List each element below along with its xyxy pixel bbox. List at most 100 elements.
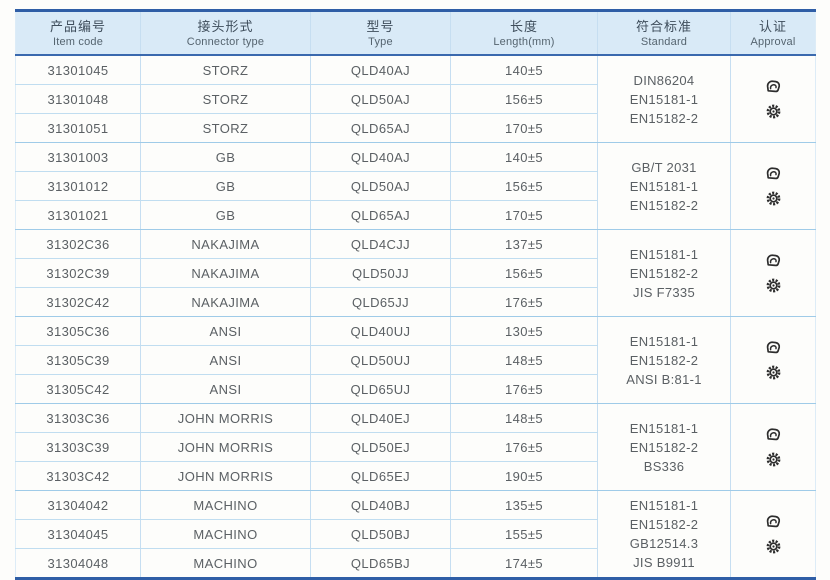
certificate-icon: [764, 79, 782, 95]
column-header-connector-type: 接头形式 Connector type: [140, 10, 311, 56]
item-code-cell: 31302C39: [15, 258, 141, 288]
connector-type-cell: MACHINO: [140, 490, 311, 520]
length-cell: 148±5: [450, 345, 598, 375]
length-cell: 176±5: [450, 432, 598, 462]
table-header-row: 产品编号 Item code 接头形式 Connector type 型号 Type 长度 L…: [15, 10, 816, 56]
standard-line: EN15181-1: [629, 91, 699, 107]
certificate-icon: [764, 514, 782, 530]
type-cell: QLD65BJ: [310, 548, 451, 579]
approval-icon-stack: [733, 166, 813, 207]
gear-icon: [764, 365, 782, 381]
column-header-en: Item code: [52, 36, 104, 48]
approval-cell: [730, 316, 816, 404]
length-cell: 156±5: [450, 84, 598, 114]
connector-type-cell: ANSI: [140, 316, 311, 346]
connector-type-cell: NAKAJIMA: [140, 229, 311, 259]
connector-type-cell: NAKAJIMA: [140, 287, 311, 317]
connector-type-cell: STORZ: [140, 113, 311, 143]
table-row: 31303C42 JOHN MORRIS QLD65EJ 190±5: [15, 461, 816, 491]
item-code-cell: 31305C36: [15, 316, 141, 346]
length-cell: 170±5: [450, 113, 598, 143]
type-cell: QLD40AJ: [310, 55, 451, 85]
approval-icon-stack: [733, 514, 813, 555]
item-code-cell: 31304042: [15, 490, 141, 520]
standard-line: EN15182-2: [629, 352, 699, 368]
type-cell: QLD4CJJ: [310, 229, 451, 259]
column-header-zh: 长度: [509, 19, 538, 34]
length-cell: 148±5: [450, 403, 598, 433]
gear-icon: [764, 104, 782, 120]
type-cell: QLD65JJ: [310, 287, 451, 317]
length-cell: 174±5: [450, 548, 598, 579]
column-header-zh: 型号: [366, 19, 395, 34]
certificate-icon: [764, 166, 782, 182]
connector-type-cell: GB: [140, 171, 311, 201]
connector-type-cell: ANSI: [140, 374, 311, 404]
type-cell: QLD50BJ: [310, 519, 451, 549]
connector-type-cell: STORZ: [140, 84, 311, 114]
standard-cell: EN15181-1 EN15182-2 BS336: [597, 403, 731, 491]
type-cell: QLD40EJ: [310, 403, 451, 433]
approval-cell: [730, 55, 816, 143]
item-code-cell: 31301021: [15, 200, 141, 230]
table-row: 31301012 GB QLD50AJ 156±5: [15, 171, 816, 201]
table-row: 31304048 MACHINO QLD65BJ 174±5: [16, 548, 816, 579]
table-header: 产品编号 Item code 接头形式 Connector type 型号 Type 长度 L…: [15, 10, 816, 56]
table-row: 31305C36 ANSI QLD40UJ 130±5 EN15181-1 EN15182…: [15, 316, 816, 404]
standard-line: BS336: [643, 458, 685, 474]
product-spec-table: 产品编号 Item code 接头形式 Connector type 型号 Type 长度 L…: [15, 9, 816, 580]
standard-line: EN15181-1: [629, 178, 699, 194]
column-header-standard: 符合标准 Standard: [597, 10, 731, 56]
column-header-item-code: 产品编号 Item code: [15, 10, 141, 56]
table-row: 31302C42 NAKAJIMA QLD65JJ 176±5: [15, 287, 816, 317]
connector-type-cell: GB: [140, 142, 311, 172]
type-cell: QLD65AJ: [310, 200, 451, 230]
standard-line: EN15182-2: [629, 110, 699, 126]
length-cell: 135±5: [450, 490, 598, 520]
length-cell: 156±5: [450, 258, 598, 288]
column-header-en: Standard: [640, 36, 688, 48]
type-cell: QLD50JJ: [310, 258, 451, 288]
standard-line: EN15181-1: [629, 246, 699, 262]
type-cell: QLD65EJ: [310, 461, 451, 491]
standard-cell: EN15181-1 EN15182-2 ANSI B:81-1: [597, 316, 731, 404]
standard-line: EN15181-1: [629, 498, 699, 513]
item-code-cell: 31304045: [15, 519, 141, 549]
approval-icon-stack: [733, 427, 813, 468]
item-code-cell: 31302C42: [15, 287, 141, 317]
approval-cell: [730, 229, 816, 317]
standard-line: EN15182-2: [629, 439, 699, 455]
standard-line: EN15181-1: [629, 420, 699, 436]
type-cell: QLD50EJ: [310, 432, 451, 462]
type-cell: QLD65AJ: [310, 113, 451, 143]
column-header-zh: 符合标准: [635, 19, 692, 34]
item-code-cell: 31305C42: [15, 374, 141, 404]
table-row: 31302C39 NAKAJIMA QLD50JJ 156±5: [15, 258, 816, 288]
item-code-cell: 31304048: [47, 555, 109, 571]
item-code-cell: 31303C42: [15, 461, 141, 491]
certificate-icon: [764, 340, 782, 356]
length-cell: 140±5: [450, 142, 598, 172]
type-cell: QLD40BJ: [310, 490, 451, 520]
table-row: 31302C36 NAKAJIMA QLD4CJJ 137±5 EN15181-1 EN1…: [15, 229, 816, 317]
item-code-cell: 31301012: [15, 171, 141, 201]
type-cell: QLD50AJ: [310, 171, 451, 201]
length-cell: 137±5: [450, 229, 598, 259]
connector-type-cell: ANSI: [140, 345, 311, 375]
item-code-cell: 31302C36: [15, 229, 141, 259]
table-row: 31303C39 JOHN MORRIS QLD50EJ 176±5: [15, 432, 816, 462]
type-cell: QLD50AJ: [310, 84, 451, 114]
connector-type-cell: JOHN MORRIS: [140, 461, 311, 491]
column-header-en: Connector type: [186, 36, 265, 48]
standard-line: ANSI B:81-1: [626, 371, 702, 387]
table-row: 31305C39 ANSI QLD50UJ 148±5: [15, 345, 816, 375]
approval-icon-stack: [733, 340, 813, 381]
product-table: 产品编号 Item code 接头形式 Connector type 型号 Type 长度 L…: [15, 9, 816, 580]
table-row: 31305C42 ANSI QLD65UJ 176±5: [15, 374, 816, 404]
length-cell: 170±5: [450, 200, 598, 230]
length-cell: 130±5: [450, 316, 598, 346]
standard-line: GB/T 2031: [631, 159, 697, 175]
item-code-cell: 31303C39: [15, 432, 141, 462]
item-code-cell: 31301051: [15, 113, 141, 143]
table-row: 31303C36 JOHN MORRIS QLD40EJ 148±5 EN15181-1…: [15, 403, 816, 491]
